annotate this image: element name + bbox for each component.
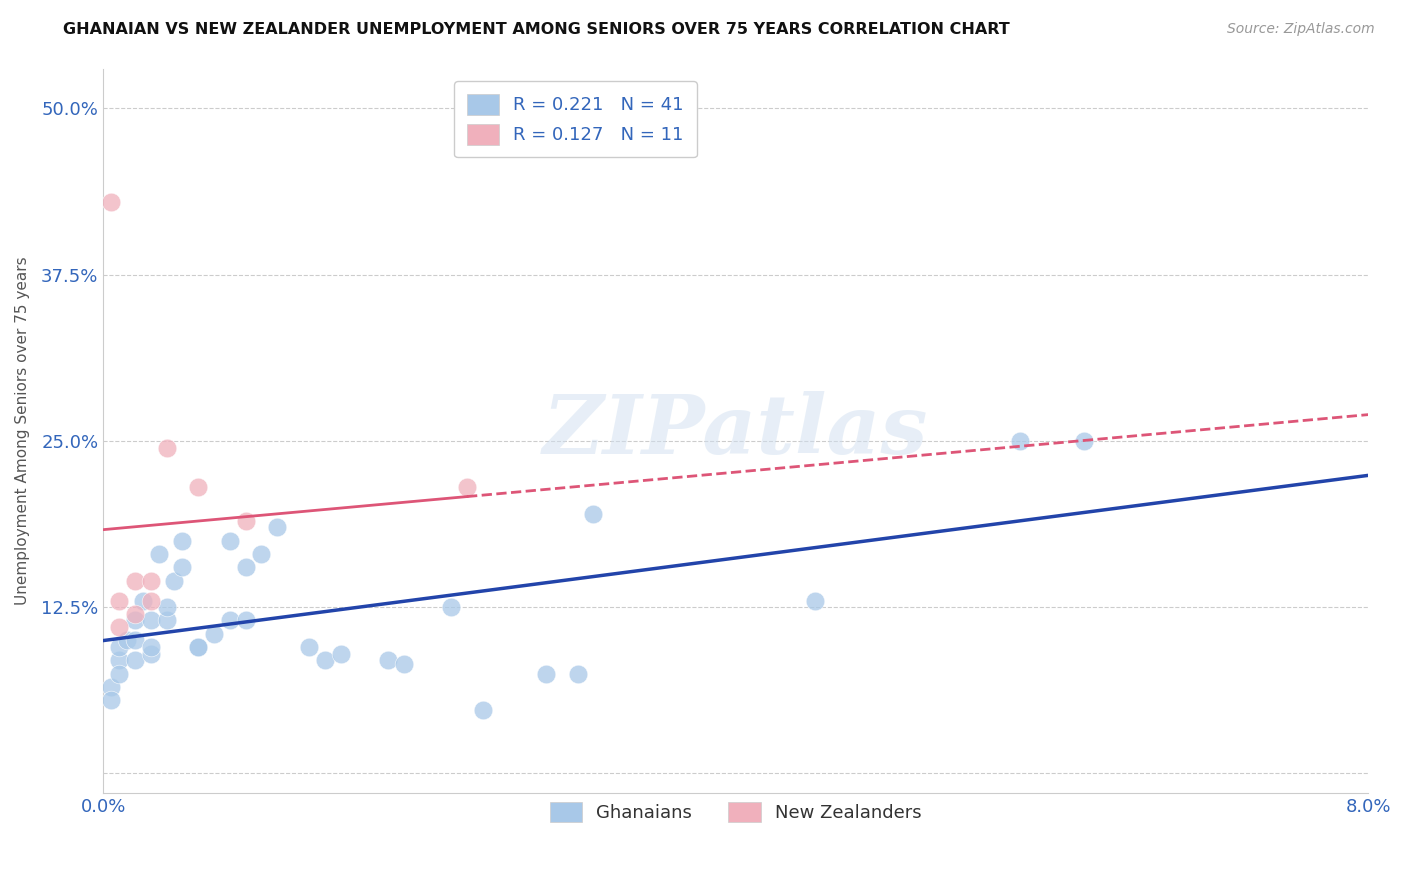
Point	[266, 520, 288, 534]
Point	[534, 666, 557, 681]
Point	[804, 593, 827, 607]
Point	[148, 547, 170, 561]
Point	[155, 614, 177, 628]
Point	[298, 640, 321, 654]
Point	[132, 593, 155, 607]
Point	[124, 633, 146, 648]
Point	[329, 647, 352, 661]
Point	[235, 614, 257, 628]
Point	[1073, 434, 1095, 448]
Text: ZIPatlas: ZIPatlas	[543, 391, 928, 471]
Point	[567, 666, 589, 681]
Point	[100, 680, 122, 694]
Point	[202, 626, 225, 640]
Point	[139, 614, 162, 628]
Point	[108, 620, 131, 634]
Point	[218, 614, 240, 628]
Point	[155, 441, 177, 455]
Point	[100, 693, 122, 707]
Point	[392, 657, 415, 672]
Point	[115, 633, 138, 648]
Point	[139, 647, 162, 661]
Point	[108, 593, 131, 607]
Point	[108, 666, 131, 681]
Point	[187, 480, 209, 494]
Point	[108, 653, 131, 667]
Point	[124, 653, 146, 667]
Point	[440, 600, 463, 615]
Point	[218, 533, 240, 548]
Point	[172, 533, 194, 548]
Point	[139, 574, 162, 588]
Point	[155, 600, 177, 615]
Point	[1010, 434, 1032, 448]
Point	[377, 653, 399, 667]
Point	[163, 574, 186, 588]
Point	[187, 640, 209, 654]
Point	[314, 653, 336, 667]
Point	[139, 593, 162, 607]
Point	[187, 640, 209, 654]
Point	[100, 194, 122, 209]
Text: GHANAIAN VS NEW ZEALANDER UNEMPLOYMENT AMONG SENIORS OVER 75 YEARS CORRELATION C: GHANAIAN VS NEW ZEALANDER UNEMPLOYMENT A…	[63, 22, 1010, 37]
Point	[124, 607, 146, 621]
Point	[124, 574, 146, 588]
Point	[172, 560, 194, 574]
Y-axis label: Unemployment Among Seniors over 75 years: Unemployment Among Seniors over 75 years	[15, 257, 30, 606]
Point	[235, 514, 257, 528]
Point	[456, 480, 478, 494]
Point	[139, 640, 162, 654]
Point	[250, 547, 273, 561]
Legend: Ghanaians, New Zealanders: Ghanaians, New Zealanders	[537, 789, 935, 835]
Point	[235, 560, 257, 574]
Point	[582, 507, 605, 521]
Point	[108, 640, 131, 654]
Text: Source: ZipAtlas.com: Source: ZipAtlas.com	[1227, 22, 1375, 37]
Point	[124, 614, 146, 628]
Point	[471, 702, 494, 716]
